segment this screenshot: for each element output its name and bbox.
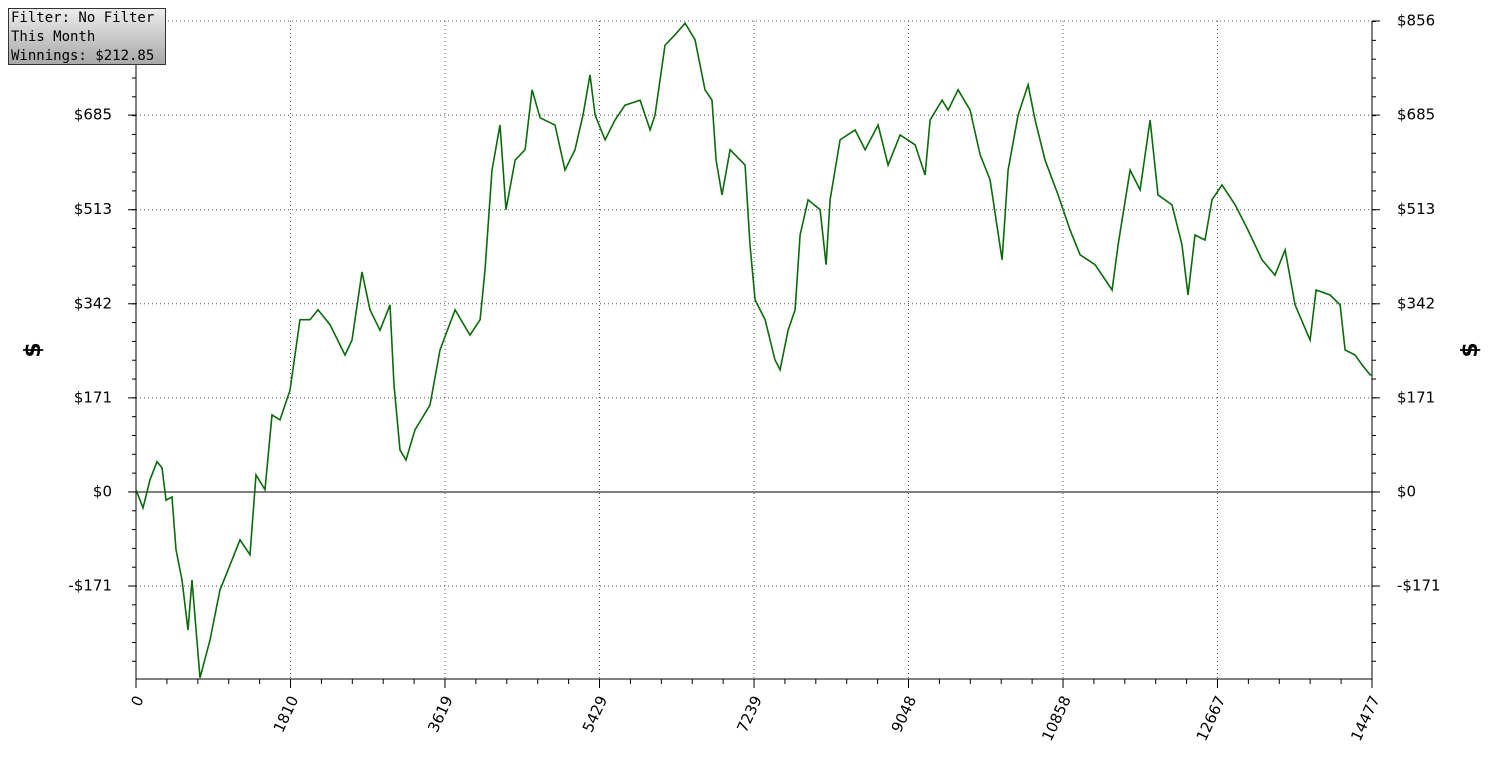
x-tick-label: 3619 [424, 693, 456, 735]
x-tick-label: 1810 [270, 693, 302, 735]
y2-tick-label: -$171 [1397, 577, 1441, 595]
y2-tick-label: $0 [1397, 482, 1416, 500]
x-tick-label: 14477 [1347, 693, 1383, 744]
y2-tick-label: $685 [1397, 106, 1435, 124]
y-tick-label: $513 [74, 200, 112, 218]
x-tick-label: 12667 [1193, 693, 1229, 744]
y-tick-label: $0 [93, 482, 112, 500]
x-tick-label: 10858 [1038, 693, 1074, 744]
y-axis-title: $ [21, 342, 46, 357]
y2-tick-label: $171 [1397, 388, 1435, 406]
y2-axis-title: $ [1458, 342, 1483, 357]
y-tick-label: -$171 [68, 577, 112, 595]
y-tick-label: $342 [74, 294, 112, 312]
info-line: This Month [11, 29, 96, 45]
info-line: Filter: No Filter [11, 10, 155, 26]
y-tick-label: $685 [74, 106, 112, 124]
x-tick-label: 9048 [888, 693, 920, 735]
info-line: Winnings: $212.85 [11, 48, 155, 64]
info-box: Filter: No Filter This Month Winnings: $… [8, 8, 166, 65]
y2-tick-label: $856 [1397, 12, 1435, 30]
x-tick-label: 7239 [733, 693, 765, 735]
x-tick-label: 0 [127, 693, 147, 709]
y-tick-label: $171 [74, 388, 112, 406]
y2-tick-label: $342 [1397, 294, 1435, 312]
x-tick-label: 5429 [579, 693, 611, 735]
data-line [135, 21, 1372, 679]
y2-tick-label: $513 [1397, 200, 1435, 218]
